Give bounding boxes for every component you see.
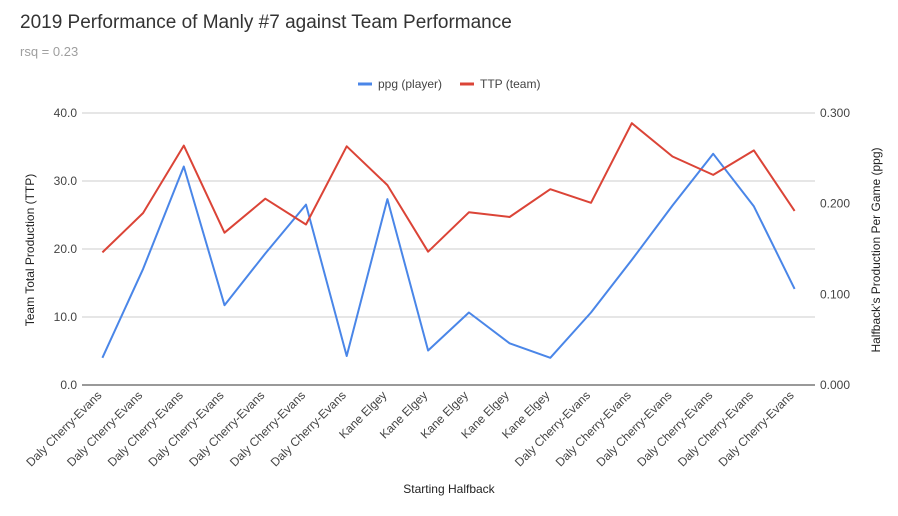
data-point-ttp[interactable] [181, 143, 186, 148]
left-tick-label: 10.0 [54, 310, 78, 324]
data-point-ppg[interactable] [507, 341, 512, 346]
x-tick-label: Daly Cherry-Evans [268, 388, 349, 469]
x-tick-label: Daly Cherry-Evans [105, 388, 186, 469]
data-point-ttp[interactable] [141, 210, 146, 215]
data-point-ppg[interactable] [426, 348, 431, 353]
data-point-ttp[interactable] [548, 187, 553, 192]
data-point-ppg[interactable] [548, 355, 553, 360]
x-tick-label: Daly Cherry-Evans [23, 388, 104, 469]
x-axis-title: Starting Halfback [403, 482, 495, 496]
legend-label-ppg: ppg (player) [378, 77, 442, 91]
series-line-ttp[interactable] [101, 122, 796, 254]
legend-label-ttp: TTP (team) [480, 77, 540, 91]
x-tick-label: Daly Cherry-Evans [634, 388, 715, 469]
right-axis-ticks: 0.000 0.100 0.200 0.300 [820, 106, 850, 392]
right-axis-title: Halfback's Production Per Game (ppg) [869, 147, 883, 352]
right-tick-label: 0.000 [820, 378, 850, 392]
series-line-ppg[interactable] [101, 152, 796, 359]
data-point-ttp[interactable] [751, 148, 756, 153]
right-tick-label: 0.100 [820, 287, 850, 301]
series-lines [100, 121, 797, 360]
legend[interactable]: ppg (player) TTP (team) [358, 77, 540, 91]
data-point-ppg[interactable] [466, 310, 471, 315]
data-point-ttp[interactable] [344, 144, 349, 149]
x-tick-label: Daly Cherry-Evans [593, 388, 674, 469]
data-point-ttp[interactable] [263, 196, 268, 201]
data-point-ttp[interactable] [222, 230, 227, 235]
data-point-ppg[interactable] [100, 355, 105, 360]
data-point-ppg[interactable] [589, 310, 594, 315]
data-point-ppg[interactable] [711, 151, 716, 156]
left-axis-ticks: 0.0 10.0 20.0 30.0 40.0 [54, 106, 78, 392]
right-tick-label: 0.200 [820, 197, 850, 211]
x-tick-label: Daly Cherry-Evans [64, 388, 145, 469]
data-point-ppg[interactable] [751, 204, 756, 209]
data-point-ppg[interactable] [385, 197, 390, 202]
data-point-ttp[interactable] [303, 222, 308, 227]
x-tick-label: Daly Cherry-Evans [512, 388, 593, 469]
data-point-ttp[interactable] [792, 208, 797, 213]
data-point-ppg[interactable] [222, 303, 227, 308]
data-point-ttp[interactable] [466, 210, 471, 215]
left-tick-label: 20.0 [54, 242, 78, 256]
data-point-ppg[interactable] [141, 266, 146, 271]
left-tick-label: 40.0 [54, 106, 78, 120]
x-tick-label: Daly Cherry-Evans [675, 388, 756, 469]
data-point-ttp[interactable] [629, 121, 634, 126]
data-point-ppg[interactable] [629, 257, 634, 262]
data-point-ppg[interactable] [344, 353, 349, 358]
data-point-ttp[interactable] [100, 250, 105, 255]
data-point-ttp[interactable] [426, 249, 431, 254]
left-axis-title: Team Total Production (TTP) [23, 174, 37, 327]
x-tick-label: Daly Cherry-Evans [227, 388, 308, 469]
data-point-ttp[interactable] [507, 215, 512, 220]
left-tick-label: 30.0 [54, 174, 78, 188]
chart-title: 2019 Performance of Manly #7 against Tea… [20, 12, 512, 33]
data-point-ppg[interactable] [670, 203, 675, 208]
x-tick-label: Daly Cherry-Evans [553, 388, 634, 469]
right-tick-label: 0.300 [820, 106, 850, 120]
data-point-ttp[interactable] [589, 200, 594, 205]
data-point-ttp[interactable] [711, 172, 716, 177]
x-tick-label: Daly Cherry-Evans [146, 388, 227, 469]
data-point-ppg[interactable] [263, 251, 268, 256]
gridlines [82, 112, 815, 386]
x-tick-label: Daly Cherry-Evans [186, 388, 267, 469]
x-tick-label: Daly Cherry-Evans [716, 388, 797, 469]
data-point-ppg[interactable] [303, 202, 308, 207]
left-tick-label: 0.0 [60, 378, 77, 392]
data-point-ttp[interactable] [670, 154, 675, 159]
data-point-ppg[interactable] [181, 164, 186, 169]
data-point-ttp[interactable] [385, 183, 390, 188]
chart-subtitle: rsq = 0.23 [20, 44, 79, 59]
data-point-ppg[interactable] [792, 286, 797, 291]
